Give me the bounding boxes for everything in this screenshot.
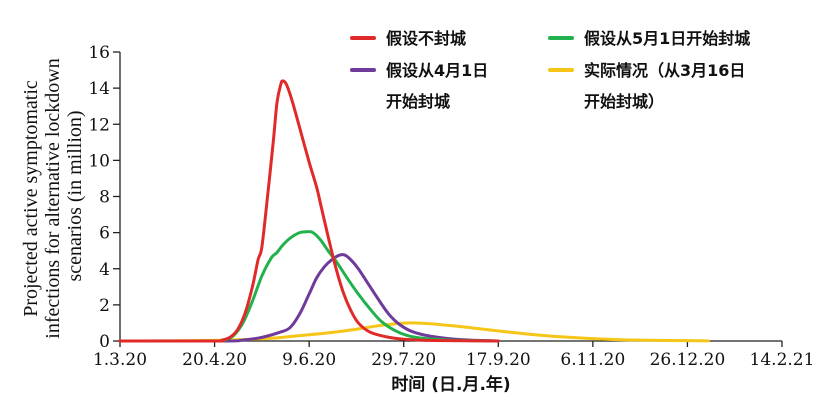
x-tick-label: 26.12.20	[650, 350, 726, 370]
x-axis-ticks: 1.3.20 20.4.20 9.6.20 29.7.20 17.9.20 6.11.20…	[93, 341, 814, 370]
legend-label: 假设从4月1日	[386, 61, 488, 80]
y-axis-ticks: 0 2 4 6 8 10 12 14 16	[88, 43, 120, 352]
series-lines	[118, 79, 710, 343]
legend-label: 假设从5月1日开始封城	[584, 29, 750, 48]
y-tick-label: 4	[99, 260, 110, 280]
y-tick-label: 10	[88, 151, 110, 171]
y-axis-label-line-2: infections for alternative lockdown	[42, 58, 64, 338]
legend: 假设不封城假设从4月1日开始封城假设从5月1日开始封城实际情况（从3月16日开始…	[350, 29, 750, 111]
x-tick-label: 1.3.20	[93, 350, 147, 370]
x-axis-label: 时间 (日.月.年)	[391, 374, 510, 395]
legend-label: 开始封城	[386, 92, 450, 111]
x-tick-label: 6.11.20	[560, 350, 625, 370]
x-tick-label: 17.9.20	[466, 350, 531, 370]
y-tick-label: 0	[99, 332, 110, 352]
x-tick-label: 29.7.20	[371, 350, 436, 370]
y-axis-label-line-3: scenarios (in million)	[64, 110, 86, 281]
y-tick-label: 2	[99, 296, 110, 316]
series-line-lockdown-apr1	[118, 253, 500, 343]
series-line-actual	[118, 321, 710, 343]
series-line-lockdown-may1	[118, 230, 500, 343]
y-axis-label-line-1: Projected active symptomatic	[20, 80, 42, 317]
y-tick-label: 12	[88, 115, 110, 135]
legend-label: 开始封城）	[584, 92, 664, 111]
x-tick-label: 14.2.21	[750, 350, 815, 370]
x-tick-label: 20.4.20	[182, 350, 247, 370]
x-tick-label: 9.6.20	[282, 350, 336, 370]
y-tick-label: 8	[99, 188, 110, 208]
y-tick-label: 16	[88, 43, 110, 63]
legend-item-no-lockdown: 假设不封城	[350, 29, 466, 48]
legend-label: 假设不封城	[386, 29, 466, 48]
series-line-no-lockdown	[118, 79, 500, 343]
legend-item-lockdown-may1: 假设从5月1日开始封城	[548, 29, 750, 48]
y-tick-label: 6	[99, 224, 110, 244]
y-tick-label: 14	[88, 79, 110, 99]
y-axis-label: Projected active symptomatic infections …	[20, 53, 86, 338]
legend-label: 实际情况（从3月16日	[584, 61, 745, 80]
